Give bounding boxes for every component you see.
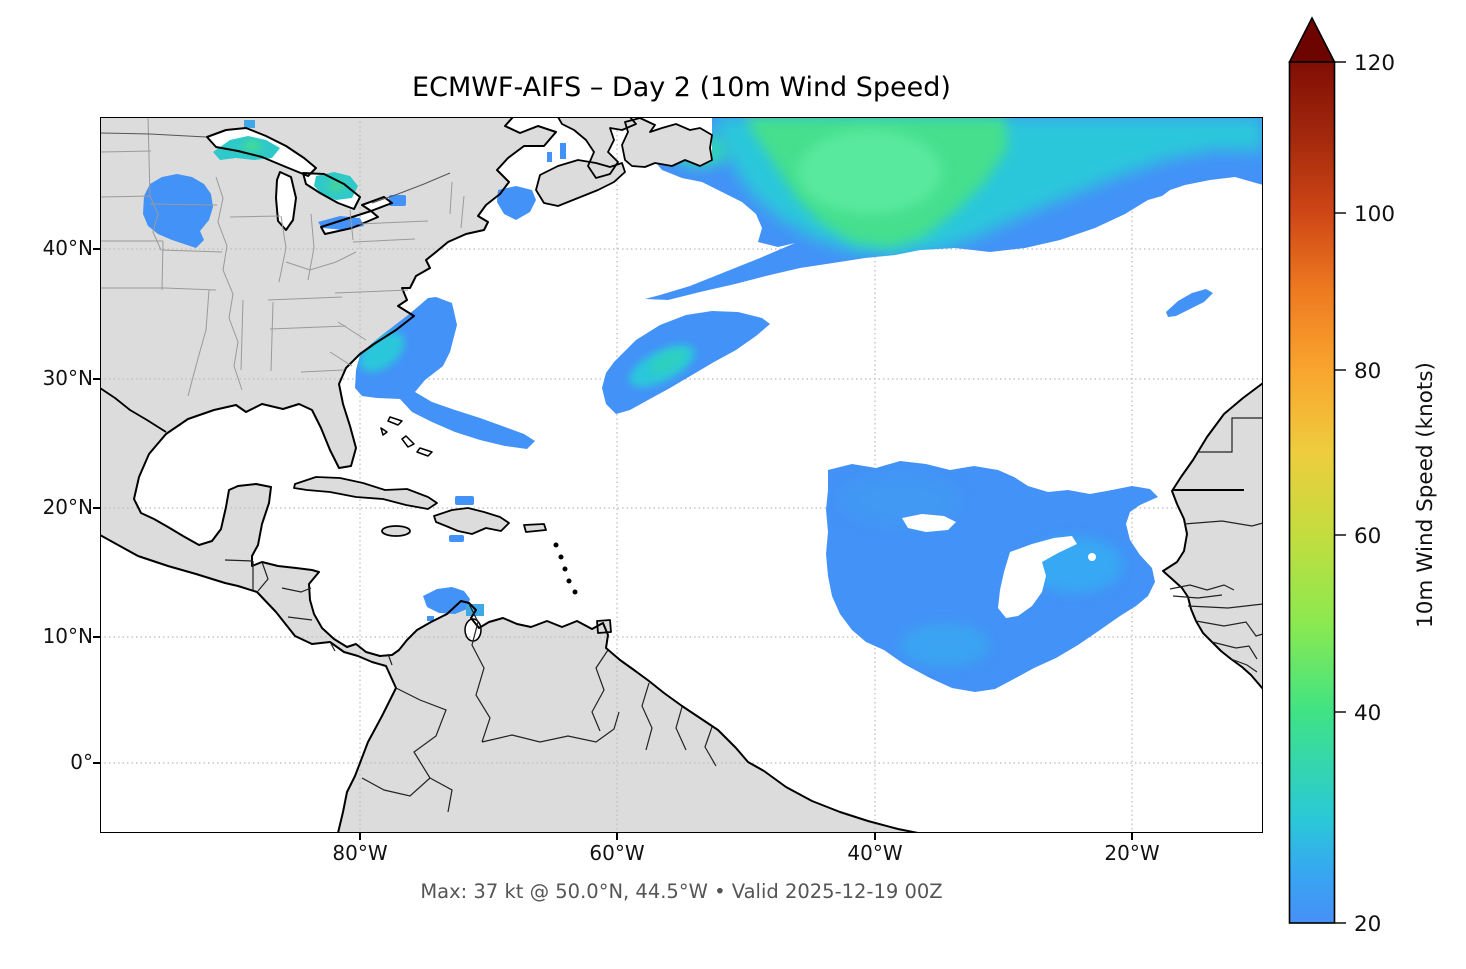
y-tick-20n: 20°N [42,495,93,519]
colorbar-axis-label: 10m Wind Speed (knots) [1413,362,1438,628]
wind-venezuela-patch [423,587,470,614]
colorbar-tick-120: 120 [1354,51,1395,76]
colorbar: 120 100 80 60 40 20 10m Wind Speed (knot… [1270,8,1466,960]
wind-hispaniola-patch-n [455,496,474,505]
x-tick-40w: 40°W [847,841,903,865]
y-tick-10n: 10°N [42,624,93,648]
colorbar-extend-arrow [1288,16,1336,63]
africa [1163,383,1263,689]
colorbar-tick-100: 100 [1354,202,1395,227]
wind-lake-erie-patch [318,216,364,230]
jamaica [382,526,410,536]
x-tick-80w: 80°W [332,841,388,865]
wind-lake-ontario-patch [389,195,406,206]
colorbar-tick-20: 20 [1354,912,1381,937]
map-canvas [99,116,1264,834]
y-tick-30n: 30°N [42,366,93,390]
wind-minnesota-patch [143,174,213,248]
x-tick-60w: 60°W [589,841,645,865]
colorbar-tick-80: 80 [1354,359,1381,384]
state-borders [99,116,465,397]
wind-hole-crescent [998,536,1077,618]
map-area [99,116,1264,834]
colorbar-tick-60: 60 [1354,524,1381,549]
x-tick-20w: 20°W [1104,841,1160,865]
mainland-americas [100,117,918,833]
colorbar-ticks [1334,61,1346,924]
cuba [294,477,437,509]
wind-field [143,117,1263,692]
wind-hole-dot [1088,553,1096,561]
colorbar-gradient [1288,61,1336,924]
y-tick-0: 0° [70,750,93,774]
y-tick-40n: 40°N [42,236,93,260]
wind-gulf-of-maine-patch [497,186,536,220]
wind-hispaniola-patch-s [449,535,464,542]
wind-hole-small [902,514,956,532]
wind-ne-atlantic-streak [1166,289,1213,317]
colorbar-tick-40: 40 [1354,701,1381,726]
country-borders [224,417,1264,813]
rio-grande-border [99,387,167,433]
page-title: ECMWF-AIFS – Day 2 (10m Wind Speed) [412,72,951,103]
subtitle: Max: 37 kt @ 50.0°N, 44.5°W • Valid 2025… [420,880,943,903]
